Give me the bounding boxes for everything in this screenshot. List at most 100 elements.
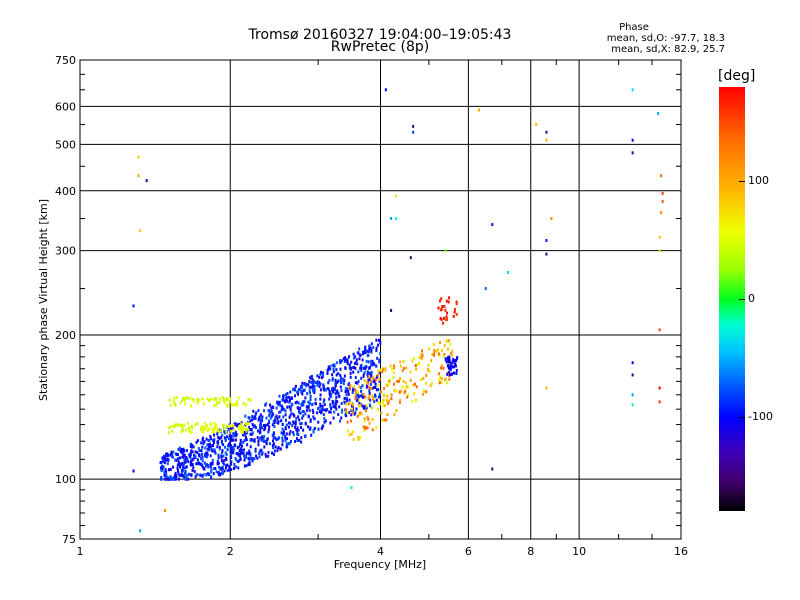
data-point	[321, 404, 324, 408]
data-point	[631, 373, 634, 377]
data-point	[299, 387, 302, 391]
data-point	[172, 465, 175, 469]
data-point	[293, 388, 296, 392]
data-point	[401, 385, 404, 389]
data-point	[423, 389, 426, 393]
data-point	[331, 399, 334, 403]
data-point	[318, 375, 321, 379]
data-point	[365, 404, 368, 408]
data-point	[332, 370, 335, 374]
data-point	[433, 353, 436, 357]
data-point	[206, 397, 209, 401]
data-point	[330, 394, 333, 398]
data-point	[240, 444, 243, 448]
data-point	[261, 418, 264, 422]
data-point	[388, 378, 391, 382]
data-point	[310, 385, 313, 389]
data-point	[364, 409, 367, 413]
data-point	[232, 434, 235, 438]
data-point	[336, 400, 339, 404]
data-point	[288, 398, 291, 402]
data-point	[226, 435, 229, 439]
data-point	[290, 405, 293, 409]
data-point	[181, 399, 184, 403]
data-point	[384, 404, 387, 408]
data-point	[244, 422, 247, 426]
data-point	[404, 389, 407, 393]
data-point	[344, 358, 347, 362]
data-point	[198, 454, 201, 458]
data-point	[311, 378, 314, 382]
data-point	[247, 463, 250, 467]
data-point	[163, 456, 166, 460]
data-point	[210, 449, 213, 453]
data-point	[357, 395, 360, 399]
data-point	[383, 386, 386, 390]
data-point	[344, 390, 347, 394]
data-point	[259, 421, 262, 425]
data-point	[198, 449, 201, 453]
data-point	[350, 432, 353, 436]
data-point	[311, 387, 314, 391]
data-point	[294, 401, 297, 405]
data-point	[545, 386, 548, 390]
data-point	[447, 339, 450, 343]
data-point	[425, 381, 428, 385]
data-point	[252, 425, 255, 429]
data-point	[314, 381, 317, 385]
data-point	[200, 452, 203, 456]
data-point	[272, 406, 275, 410]
data-point	[259, 449, 262, 453]
data-point	[386, 394, 389, 398]
x-tick-label: 6	[465, 545, 472, 558]
data-point	[422, 392, 425, 396]
data-point	[226, 463, 229, 467]
data-point	[365, 380, 368, 384]
data-point	[427, 363, 430, 367]
data-point	[182, 465, 185, 469]
data-point	[192, 466, 195, 470]
data-point	[200, 428, 203, 432]
data-point	[284, 413, 287, 417]
data-point	[216, 442, 219, 446]
data-point	[180, 430, 183, 434]
data-point	[309, 398, 312, 402]
data-point	[208, 427, 211, 431]
data-point	[166, 462, 169, 466]
data-point	[245, 431, 248, 435]
data-point	[393, 413, 396, 417]
data-point	[176, 469, 179, 473]
data-point	[205, 455, 208, 459]
x-tick-label: 2	[227, 545, 234, 558]
data-point	[251, 423, 254, 427]
data-point	[365, 359, 368, 363]
data-point	[321, 371, 324, 375]
data-point	[375, 388, 378, 392]
data-point	[204, 421, 207, 425]
data-point	[345, 393, 348, 397]
data-point	[455, 312, 458, 316]
data-point	[184, 460, 187, 464]
data-point	[256, 436, 259, 440]
data-point	[415, 398, 418, 402]
data-point	[319, 402, 322, 406]
data-point	[230, 468, 233, 472]
data-point	[288, 442, 291, 446]
data-point	[329, 403, 332, 407]
data-point	[221, 460, 224, 464]
data-point	[354, 355, 357, 359]
data-point	[337, 391, 340, 395]
data-point	[211, 428, 214, 432]
data-point	[307, 405, 310, 409]
data-point	[192, 399, 195, 403]
data-point	[381, 418, 384, 422]
data-point	[286, 437, 289, 441]
data-point	[322, 373, 325, 377]
data-point	[442, 366, 445, 370]
data-point	[162, 465, 165, 469]
data-point	[196, 461, 199, 465]
data-point	[386, 412, 389, 416]
data-point	[545, 138, 548, 142]
data-point	[367, 374, 370, 378]
data-point	[367, 349, 370, 353]
